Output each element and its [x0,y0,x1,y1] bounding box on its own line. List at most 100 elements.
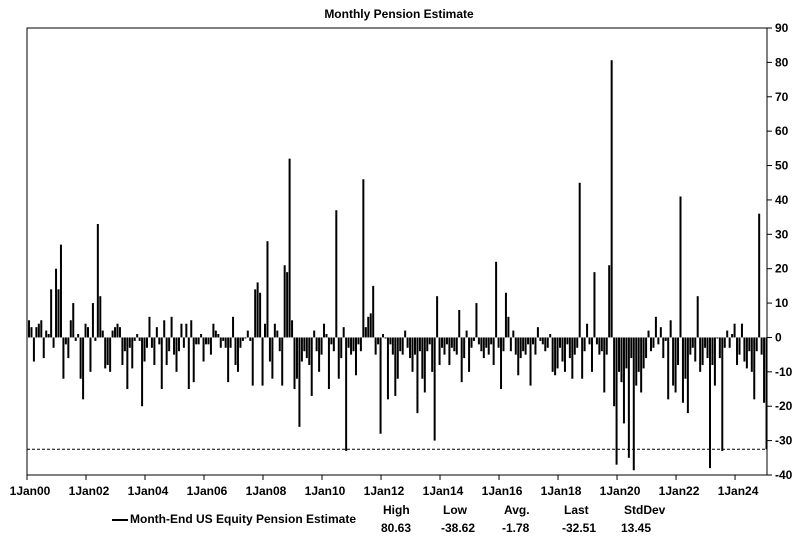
x-tick-label: 1Jan04 [128,484,169,498]
bar [212,323,215,338]
bar [679,196,682,338]
bar [654,316,657,338]
bar [531,337,534,345]
bar [118,327,121,338]
bar [472,337,475,341]
bar [536,327,539,338]
bar [539,337,542,341]
bar [480,337,483,352]
bar [170,316,173,338]
bar [182,337,185,348]
bar [266,241,269,338]
bar [62,337,65,379]
bar [133,337,136,341]
bar [229,337,232,348]
bar [753,337,756,400]
bar [335,210,338,338]
bar [445,337,448,345]
x-tick-label: 1Jan00 [10,484,51,498]
bar [458,309,461,338]
bar [468,337,471,372]
bar [224,337,227,348]
bar [667,337,670,400]
plot-frame [26,27,768,476]
y-tick-label: 40 [775,193,789,207]
bar [487,337,490,355]
bar [514,337,517,355]
bar [175,337,178,372]
bar [632,337,635,471]
bar [32,337,35,362]
bar [438,337,441,365]
bar [37,323,40,338]
stat-high-label: High [383,503,410,517]
bar [244,337,247,339]
bar [150,337,153,348]
bar [136,334,139,338]
bar [72,303,75,338]
bar [586,323,589,338]
bar [745,337,748,369]
bar [99,296,102,338]
bar [448,337,451,365]
bar [177,337,180,352]
chart-title: Monthly Pension Estimate [324,7,474,21]
bar [367,316,370,338]
bar [185,323,188,338]
bar [364,327,367,338]
bar [647,330,650,338]
y-tick-label: 80 [775,55,789,69]
bar [217,334,220,338]
bar [273,323,276,338]
bar [409,337,412,359]
x-tick-label: 1Jan10 [305,484,346,498]
bar [305,337,308,359]
bar [303,337,306,352]
bar [573,337,576,355]
bar [241,337,244,341]
bar [300,337,303,362]
bar [583,337,586,352]
bar [64,337,67,345]
bar [450,337,453,348]
bar [202,337,205,362]
bar [566,337,569,345]
bar [728,337,731,348]
bar [721,337,724,451]
bar [131,337,134,369]
bar [603,337,606,393]
bar [507,316,510,338]
bar [256,282,259,338]
bar [726,330,729,338]
bar [460,337,463,383]
bar [77,334,80,338]
bar [259,292,262,338]
x-tick-label: 1Jan16 [482,484,523,498]
bar [264,323,267,338]
x-tick-label: 1Jan20 [600,484,641,498]
x-tick-label: 1Jan08 [246,484,287,498]
bar [354,337,357,376]
bar [52,337,55,348]
bar [677,337,680,365]
bar [45,330,48,338]
bar [79,337,82,379]
bar [205,337,208,345]
bar [239,337,242,348]
bar [251,337,254,386]
bar [377,337,380,345]
bar [369,313,372,338]
bar [630,337,633,359]
y-tick-label: 70 [775,90,789,104]
bar [123,337,126,352]
legend-line-swatch [112,518,128,521]
bar [608,265,611,338]
bar [640,337,643,393]
bar [605,337,608,355]
bar [173,337,176,355]
bar [283,265,286,338]
bar [128,337,131,348]
bar [406,337,409,348]
bar [271,337,274,379]
bar [234,337,237,365]
